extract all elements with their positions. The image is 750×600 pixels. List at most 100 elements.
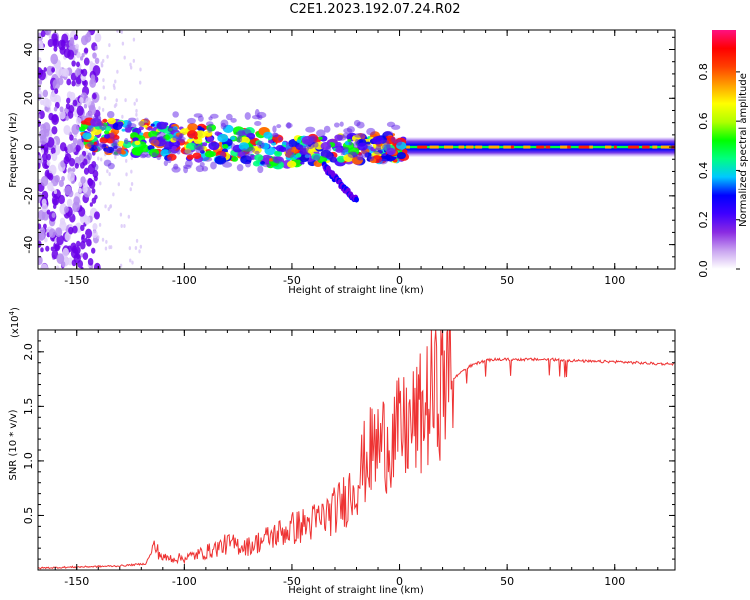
spectrogram-peak — [488, 145, 500, 149]
spectrogram-speckle — [50, 53, 58, 65]
spectrogram-speckle — [101, 107, 105, 112]
spectrogram-speckle — [121, 114, 124, 119]
colorbar: 0.0 0.2 0.4 0.6 0.8 Normalized spectral ampl… — [697, 30, 749, 278]
spectrogram-blob — [230, 136, 236, 141]
spectrogram-speckle — [78, 154, 85, 162]
spectrogram-speckle — [46, 160, 51, 166]
spectrogram-speckle — [109, 204, 112, 209]
colorbar-tick-label: 0.2 — [697, 211, 710, 229]
spectrogram-halo — [167, 156, 172, 164]
spectrogram-speckle — [50, 147, 56, 155]
spectrogram-speckle — [49, 92, 57, 103]
spectrogram-halo — [241, 128, 252, 136]
spectrogram-halo — [99, 123, 107, 131]
spectrogram-speckle — [81, 234, 85, 240]
spectrogram-peak — [406, 145, 410, 149]
spectrogram-speckle — [131, 260, 134, 265]
spectrogram-speckle — [53, 106, 58, 112]
spectrogram-speckle — [98, 222, 102, 227]
spectrogram-speckle — [58, 194, 65, 205]
spectrogram-speckle — [39, 227, 46, 235]
spectrogram-halo — [316, 129, 326, 138]
spectrogram-speckle — [38, 162, 41, 170]
spectrogram-speckle — [42, 89, 49, 98]
spectrogram-speckle — [85, 97, 92, 106]
spectrogram-speckle — [47, 181, 54, 192]
spectrogram-halo — [272, 125, 277, 133]
y-tick-label: 20 — [22, 91, 35, 105]
spectrogram-blob — [295, 153, 302, 158]
spectrogram-blob — [185, 142, 197, 151]
y-tick-label: -40 — [22, 236, 35, 254]
spectrogram-speckle — [71, 60, 76, 67]
spectrogram-speckle — [79, 161, 85, 169]
spectrogram-halo — [103, 159, 112, 167]
spectrogram-blob — [206, 136, 214, 143]
spectrogram-speckle — [82, 185, 88, 194]
spectrogram-speckle — [40, 247, 44, 253]
spectrogram-speckle — [132, 58, 136, 63]
spectrogram-speckle — [68, 157, 76, 167]
spectrogram-speckle — [106, 169, 109, 174]
spectrogram-halo — [254, 120, 262, 126]
spectrogram-halo — [109, 132, 115, 140]
spectrogram-blob — [121, 128, 126, 132]
spectrogram-blob — [300, 161, 305, 165]
spectrogram-speckle — [51, 153, 58, 162]
y-tick-label: 2.0 — [22, 343, 35, 361]
spectrogram-halo — [177, 136, 186, 141]
spectrogram-speckle — [51, 114, 60, 125]
spectrogram-speckle — [51, 67, 56, 73]
spectrogram-speckle — [84, 33, 92, 43]
spectrogram-blob — [79, 126, 86, 132]
spectrogram-x-axis: -150 -100 -50 0 50 100 — [54, 30, 659, 287]
spectrogram-blob — [160, 149, 171, 157]
spectrogram-speckle — [64, 206, 69, 213]
x-tick-label: 50 — [500, 575, 514, 588]
snr-y-axis-label: SNR (10 * v/v) — [8, 409, 19, 480]
spectrogram-speckle — [42, 223, 47, 230]
spectrogram-halo — [153, 140, 161, 147]
spectrogram-speckle — [72, 225, 78, 234]
colorbar-tick-label: 0.4 — [697, 162, 710, 180]
spectrogram-blob — [134, 140, 141, 146]
spectrogram-speckle — [38, 40, 44, 51]
spectrogram-speckle — [115, 98, 118, 103]
spectrogram-speckle — [47, 173, 54, 181]
spectrogram-halo — [112, 138, 120, 144]
spectrogram-speckle — [75, 43, 80, 50]
spectrogram-halo — [312, 154, 321, 162]
spectrogram-halo — [386, 121, 396, 128]
spectrogram-panel: -150 -100 -50 0 50 100 -40 -20 0 20 40 Height of … — [8, 29, 676, 296]
spectrogram-speckle — [58, 179, 64, 187]
spectrogram-speckle — [52, 78, 61, 90]
spectrogram-speckle — [113, 104, 117, 109]
spectrogram-speckle — [107, 207, 110, 212]
spectrogram-speckle — [40, 30, 46, 38]
spectrogram-speckle — [101, 58, 105, 63]
spectrogram-speckle — [116, 30, 119, 33]
spectrogram-halo — [353, 141, 359, 149]
spectrogram-halo — [208, 116, 213, 121]
spectrogram-speckle — [74, 162, 79, 169]
spectrogram-halo — [346, 126, 355, 133]
spectrogram-peak — [536, 145, 545, 149]
spectrogram-blob — [296, 139, 302, 143]
spectrogram-halo — [205, 121, 214, 127]
spectrogram-halo — [245, 161, 251, 168]
spectrogram-speckle — [83, 57, 90, 66]
x-tick-label: 0 — [396, 274, 403, 287]
spectrogram-halo — [230, 117, 237, 123]
spectrogram-y-axis-label: Frequency (Hz) — [8, 112, 19, 188]
spectrogram-halo — [354, 132, 364, 138]
spectrogram-peak — [578, 145, 590, 149]
spectrogram-blob — [240, 136, 250, 145]
spectrogram-speckle — [92, 223, 98, 231]
spectrogram-blob — [214, 131, 221, 136]
spectrogram-speckle — [127, 214, 131, 219]
spectrogram-speckle — [129, 187, 132, 192]
spectrogram-speckle — [76, 240, 81, 247]
spectrogram-halo — [128, 117, 137, 122]
spectrogram-speckle — [98, 106, 101, 111]
